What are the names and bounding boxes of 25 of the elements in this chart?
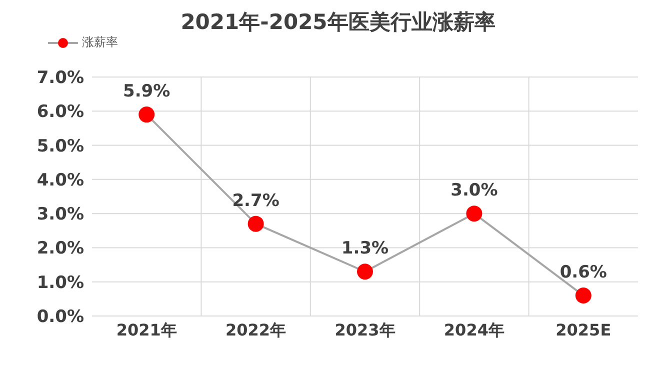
data-label: 3.0%: [450, 180, 498, 201]
y-tick-label: 1.0%: [36, 272, 84, 293]
y-tick-label: 7.0%: [36, 68, 84, 88]
point: [138, 106, 155, 123]
x-tick-label: 2024年: [444, 320, 504, 340]
point: [575, 288, 592, 304]
y-tick-label: 0.0%: [36, 307, 84, 328]
point: [357, 264, 373, 280]
point: [466, 206, 482, 222]
y-tick-label: 3.0%: [36, 204, 84, 225]
data-label: 5.9%: [123, 82, 170, 102]
x-tick-label: 2021年: [116, 320, 177, 340]
y-tick-label: 6.0%: [36, 102, 84, 122]
point: [248, 216, 264, 232]
data-label: 1.3%: [341, 238, 389, 259]
data-label: 2.7%: [232, 190, 280, 211]
x-tick-label: 2025E: [556, 320, 612, 340]
x-tick-label: 2022年: [226, 320, 286, 340]
chart-title: 2021年-2025年医美行业涨薪率: [180, 9, 496, 36]
legend-label: 涨薪率: [82, 34, 118, 51]
data-label: 0.6%: [560, 262, 607, 283]
x-tick-label: 2023年: [334, 320, 396, 340]
y-tick-label: 4.0%: [36, 170, 84, 190]
y-tick-label: 5.0%: [36, 136, 84, 156]
y-tick-label: 2.0%: [36, 238, 84, 259]
